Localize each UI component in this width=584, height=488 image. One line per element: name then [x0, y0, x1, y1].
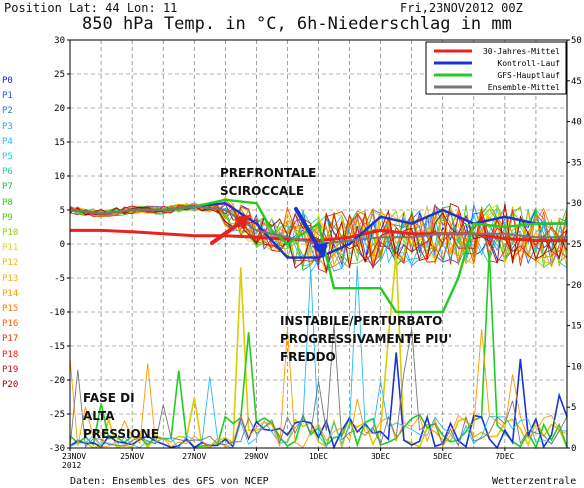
y-tick-label-left: -25 — [49, 410, 65, 420]
y-tick-label-left: -20 — [49, 376, 65, 386]
y-tick-label-left: 5 — [60, 206, 65, 216]
chart-title: 850 hPa Temp. in °C, 6h-Niederschlag in … — [82, 14, 512, 34]
member-label: P9 — [2, 212, 13, 223]
legend-label: Kontroll-Lauf — [497, 59, 560, 68]
y-tick-label-right: 15 — [571, 322, 582, 332]
legend: 30-Jahres-Mittel Kontroll-Lauf GFS-Hauptla… — [425, 41, 567, 95]
annotation-line: INSTABILE/PERTURBATO — [280, 314, 443, 328]
y-tick-label-left: 0 — [60, 240, 65, 250]
y-tick-label-right: 10 — [571, 362, 582, 372]
red-arrow-head — [234, 215, 250, 230]
ensemble-member-line — [69, 203, 568, 263]
annotation-line: FREDDO — [280, 350, 336, 364]
y-tick-label-left: -10 — [49, 308, 65, 318]
annotation-arrows — [210, 207, 328, 258]
y-tick-label-left: 10 — [54, 172, 65, 182]
run-datetime: Fri,23NOV2012 00Z — [400, 1, 523, 15]
y-tick-label-left: 20 — [54, 104, 65, 114]
y-tick-label-right: 50 — [571, 36, 582, 46]
annotation-prefrontale: PREFRONTALE SCIROCCALE — [220, 164, 316, 200]
member-label: P5 — [2, 152, 13, 162]
y-tick-label-right: 0 — [571, 444, 576, 454]
annotation-line: ALTA — [83, 409, 115, 423]
x-tick-label: 5DEC — [433, 452, 452, 461]
member-label: P12 — [2, 258, 19, 269]
member-label: P18 — [2, 349, 19, 360]
brand-label: Wetterzentrale — [492, 476, 577, 487]
member-label: P2 — [2, 106, 13, 117]
legend-label: GFS-Hauptlauf — [497, 71, 560, 80]
y-tick-label-right: 20 — [571, 281, 582, 291]
x-tick-label: 23NOV — [62, 452, 86, 461]
series-line-30-Jahres-Mittel — [70, 228, 567, 243]
annotation-line: PREFRONTALE — [220, 166, 317, 180]
member-label: P8 — [2, 197, 13, 208]
x-tick-label: 27NOV — [182, 452, 206, 461]
y-tick-label-right: 45 — [571, 77, 582, 87]
member-label: P4 — [2, 136, 13, 147]
y-tick-label-right: 5 — [571, 403, 576, 413]
axes: 302520151050-5-10-15-20-25-3050454035302… — [49, 36, 582, 470]
precipitation-line — [69, 323, 568, 449]
y-tick-label-left: 25 — [54, 70, 65, 80]
member-label: P7 — [2, 182, 13, 193]
y-tick-label-left: 15 — [54, 138, 65, 148]
y-tick-label-left: -5 — [54, 274, 65, 284]
red-arrow-shaft — [210, 218, 246, 245]
annotation-alta-pressione: FASE DI ALTA PRESSIONE — [83, 389, 159, 443]
y-tick-label-right: 35 — [571, 158, 582, 168]
y-tick-label-left: -15 — [49, 342, 65, 352]
member-label: P10 — [2, 228, 19, 238]
annotation-line: FASE DI — [83, 391, 135, 405]
data-source: Daten: Ensembles des GFS von NCEP — [70, 476, 269, 487]
member-label: P16 — [2, 319, 19, 330]
y-tick-label-right: 40 — [571, 118, 582, 128]
member-label: P15 — [2, 304, 19, 314]
member-label: P19 — [2, 364, 19, 375]
y-tick-label-right: 30 — [571, 199, 582, 209]
x-tick-label: 29NOV — [244, 452, 268, 461]
member-label: P6 — [2, 167, 13, 178]
x-tick-label: 2012 — [62, 461, 81, 470]
annotation-line: PROGRESSIVAMENTE PIU' — [280, 332, 452, 346]
blue-arrow-head — [312, 242, 328, 258]
x-tick-label: 3DEC — [371, 452, 390, 461]
legend-label: 30-Jahres-Mittel — [483, 47, 560, 56]
precipitation-line — [69, 352, 568, 450]
blue-arrow-shaft — [294, 207, 322, 252]
annotation-instabile: INSTABILE/PERTURBATO PROGRESSIVAMENTE PI… — [280, 312, 452, 366]
annotation-line: SCIROCCALE — [220, 184, 305, 198]
annotation-line: PRESSIONE — [83, 427, 159, 441]
x-tick-label: 1DEC — [309, 452, 328, 461]
member-label: P1 — [2, 91, 13, 102]
member-label: P3 — [2, 121, 13, 132]
member-label: P0 — [2, 76, 13, 86]
position-label: Position Lat: 44 Lon: 11 — [4, 1, 178, 15]
y-tick-label-left: 30 — [54, 36, 65, 46]
legend-label: Ensemble-Mittel — [488, 83, 560, 92]
precipitation-traces — [69, 251, 568, 450]
member-label: P14 — [2, 288, 19, 299]
y-tick-label-right: 25 — [571, 240, 582, 250]
precipitation-line — [69, 328, 568, 449]
x-tick-label: 25NOV — [120, 452, 144, 461]
member-label: P17 — [2, 334, 19, 345]
y-tick-label-left: -30 — [49, 444, 65, 454]
x-tick-label: 7DEC — [495, 452, 514, 461]
member-label: P20 — [2, 380, 19, 390]
precipitation-line — [69, 265, 568, 449]
member-label: P13 — [2, 273, 19, 284]
member-label: P11 — [2, 243, 19, 254]
